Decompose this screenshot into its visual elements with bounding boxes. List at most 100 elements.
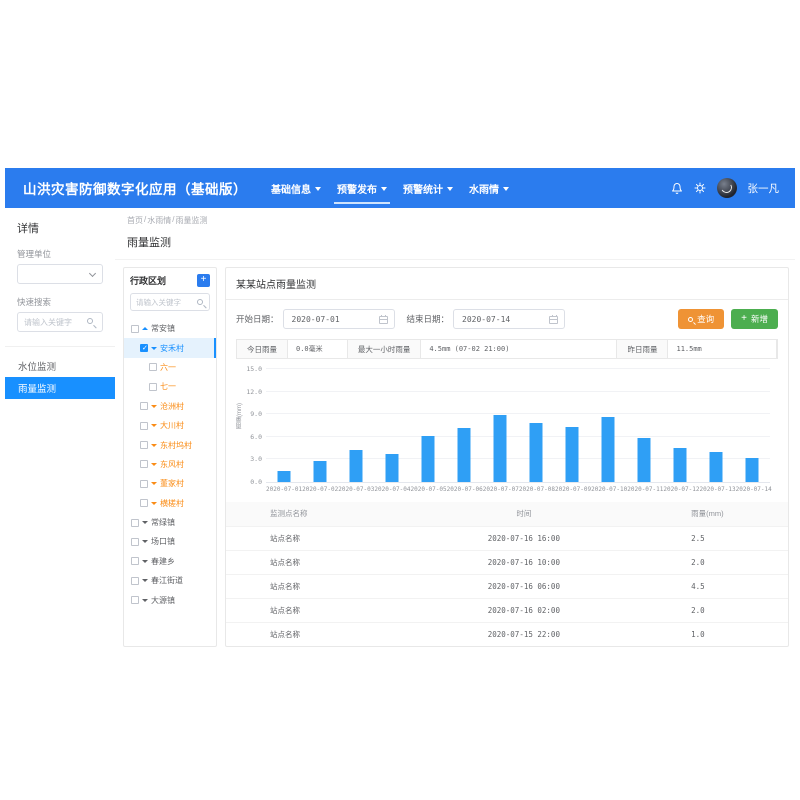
table-row: 站点名称 2020-07-16 16:00 2.5	[226, 525, 788, 550]
caret-down-icon[interactable]	[151, 404, 157, 408]
checkbox[interactable]	[140, 479, 148, 488]
start-date-input[interactable]: 2020-07-01	[282, 309, 395, 329]
caret-down-icon[interactable]	[142, 598, 148, 602]
tree-search-input[interactable]	[131, 296, 185, 308]
x-tick-label: 2020-07-07	[482, 486, 519, 493]
tree-node[interactable]: 常绿镇	[124, 513, 216, 532]
checkbox[interactable]	[140, 441, 148, 450]
caret-down-icon[interactable]	[142, 579, 148, 583]
add-button[interactable]: + 新增	[731, 309, 778, 329]
chart-bar	[493, 415, 507, 482]
checkbox[interactable]	[140, 499, 148, 508]
table-header-cell: 时间	[394, 502, 654, 526]
query-button[interactable]: 查询	[678, 309, 725, 329]
breadcrumb-link[interactable]: 水雨情	[147, 216, 172, 225]
bell-icon[interactable]	[671, 182, 683, 195]
tree-node[interactable]: 东风村	[124, 455, 216, 474]
tree-node[interactable]: 东村坞村	[124, 435, 216, 454]
rainfall-table: 监测点名称 时间 雨量(mm) 站点名称 2020-07-16 16:00 2.5 站点名…	[226, 502, 788, 646]
checkbox[interactable]	[149, 382, 157, 391]
caret-down-icon[interactable]	[151, 482, 157, 486]
query-button-label: 查询	[697, 314, 715, 324]
checkbox[interactable]	[131, 576, 139, 585]
checkbox[interactable]	[131, 324, 139, 333]
tree-node[interactable]: 董家村	[124, 474, 216, 493]
x-tick-label: 2020-07-08	[518, 486, 555, 493]
tree-node[interactable]: 春建乡	[124, 552, 216, 571]
navbar-right: 张一凡	[671, 178, 779, 198]
checkbox[interactable]	[140, 344, 148, 353]
caret-down-icon[interactable]	[151, 424, 157, 428]
tree-node[interactable]: 横槎村	[124, 494, 216, 513]
table-cell: 4.5	[653, 573, 788, 598]
chevron-down-icon	[381, 187, 387, 191]
table-header-row: 监测点名称 时间 雨量(mm)	[226, 502, 788, 526]
gear-icon[interactable]	[694, 182, 706, 194]
breadcrumb-link[interactable]: 雨量监测	[175, 216, 208, 225]
search-icon	[197, 298, 203, 305]
quick-search-input[interactable]	[18, 316, 79, 328]
tree-node[interactable]: 大川村	[124, 416, 216, 435]
add-region-button[interactable]: +	[197, 274, 210, 287]
tree-node[interactable]: 六一	[124, 358, 216, 377]
avatar[interactable]	[716, 178, 737, 198]
content-header: 首页 / 水雨情 / 雨量监测 雨量监测	[115, 208, 795, 260]
gridline	[266, 390, 770, 392]
breadcrumb-link[interactable]: 首页	[127, 216, 143, 225]
caret-down-icon[interactable]	[142, 559, 148, 563]
tree-node-label: 董家村	[160, 479, 184, 489]
caret-down-icon[interactable]	[151, 443, 157, 447]
tree-node[interactable]: 安禾村	[124, 338, 216, 359]
caret-down-icon[interactable]	[142, 540, 148, 544]
calendar-icon	[549, 314, 559, 324]
caret-down-icon[interactable]	[142, 521, 148, 525]
y-tick-label: 6.0	[250, 432, 262, 441]
checkbox[interactable]	[149, 363, 157, 372]
chevron-down-icon	[315, 187, 321, 191]
tree-node[interactable]: 常安镇	[124, 319, 216, 338]
chart-bar	[457, 428, 471, 482]
checkbox[interactable]	[140, 460, 148, 469]
nav-item-4[interactable]: 水雨情	[461, 168, 517, 208]
table-header-cell: 雨量(mm)	[653, 502, 788, 526]
checkbox[interactable]	[131, 518, 139, 527]
x-tick-label: 2020-07-09	[555, 486, 592, 493]
tree-node[interactable]: 春江街道	[124, 571, 216, 590]
app-title: 山洪灾害防御数字化应用（基础版）	[23, 182, 247, 197]
sidebar-item-label: 水位监测	[18, 362, 57, 373]
caret-up-icon[interactable]	[142, 327, 148, 331]
caret-down-icon[interactable]	[151, 462, 157, 466]
chart-bar	[349, 450, 363, 482]
end-date-value: 2020-07-14	[462, 314, 511, 324]
search-icon	[87, 318, 93, 324]
nav-item-label: 水雨情	[469, 184, 499, 196]
nav-item-1[interactable]: 基础信息	[263, 168, 329, 208]
chart-bar	[277, 471, 291, 482]
rainfall-chart: 雨量(mm) 0.0 3.0 6.0 9.0 12.0 15.0 2020-07-01 20…	[236, 365, 778, 493]
nav-item-3[interactable]: 预警统计	[395, 168, 461, 208]
checkbox[interactable]	[131, 596, 139, 605]
sidebar-item-2[interactable]: 雨量监测	[5, 377, 115, 399]
checkbox[interactable]	[131, 537, 139, 546]
nav-item-2[interactable]: 预警发布	[329, 168, 395, 208]
gridline	[266, 368, 770, 369]
table-cell: 2020-07-16 16:00	[394, 525, 654, 550]
chart-bar	[637, 437, 651, 482]
table-cell: 2.0	[653, 549, 788, 574]
top-navbar: 山洪灾害防御数字化应用（基础版） 基础信息 预警发布 预警统计 水雨情 张一凡	[5, 168, 795, 208]
unit-select[interactable]	[17, 264, 103, 284]
tree-node[interactable]: 大源镇	[124, 590, 216, 609]
end-date-input[interactable]: 2020-07-14	[453, 309, 566, 329]
checkbox[interactable]	[140, 402, 148, 411]
caret-down-icon[interactable]	[151, 346, 157, 350]
tree-node[interactable]: 沧洲村	[124, 397, 216, 416]
add-button-label: 新增	[750, 314, 768, 324]
checkbox[interactable]	[131, 557, 139, 566]
tree-node[interactable]: 七一	[124, 377, 216, 396]
chart-bar	[709, 452, 723, 482]
checkbox[interactable]	[140, 421, 148, 430]
tree-node-label: 安禾村	[160, 343, 184, 353]
caret-down-icon[interactable]	[151, 501, 157, 505]
tree-node[interactable]: 场口镇	[124, 532, 216, 551]
sidebar-item-1[interactable]: 水位监测	[5, 355, 115, 377]
